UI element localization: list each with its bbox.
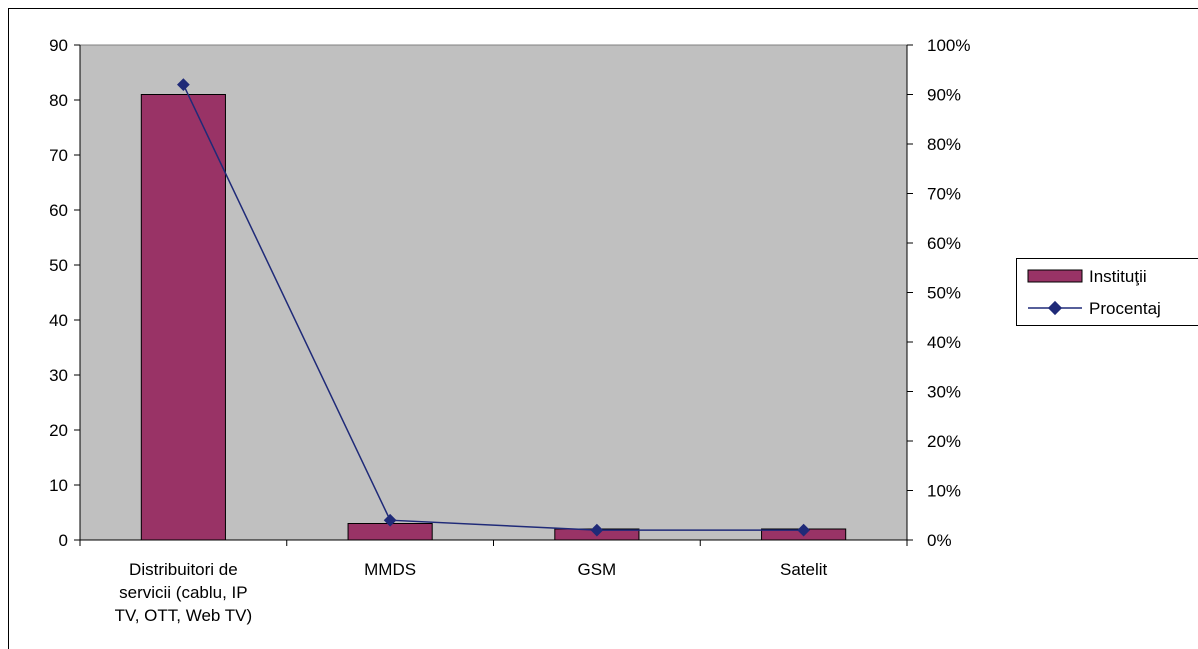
y-left-tick-label: 0 [59, 531, 68, 550]
y-right-tick-label: 100% [927, 36, 970, 55]
y-right-tick-label: 30% [927, 383, 961, 402]
x-tick-label: servicii (cablu, IP [119, 583, 247, 602]
line-point [177, 78, 190, 91]
y-right-tick-label: 10% [927, 482, 961, 501]
y-left-tick-label: 60 [49, 201, 68, 220]
legend: Instituţii Procentaj [1016, 258, 1198, 326]
y-left-tick-label: 40 [49, 311, 68, 330]
x-tick-label: TV, OTT, Web TV) [115, 606, 253, 625]
y-right-tick-label: 90% [927, 86, 961, 105]
y-left-tick-label: 30 [49, 366, 68, 385]
y-right-tick-label: 70% [927, 185, 961, 204]
x-tick-label: Satelit [780, 560, 828, 579]
y-right-tick-label: 40% [927, 333, 961, 352]
series-line-procentaj [182, 84, 804, 531]
y-left-tick-label: 50 [49, 256, 68, 275]
legend-label-institutii: Instituţii [1089, 267, 1147, 286]
x-tick-label: Distribuitori de [129, 560, 238, 579]
axes-layer: 0 10 20 30 40 50 60 70 80 90 0% 10% 20% 30% 40% 50% 60% 7… [49, 36, 970, 625]
legend-marker-procentaj [1047, 300, 1063, 316]
y-right-tick-label: 20% [927, 432, 961, 451]
y-left-tick-label: 70 [49, 146, 68, 165]
legend-label-procentaj: Procentaj [1089, 299, 1161, 318]
y-left-tick-label: 20 [49, 421, 68, 440]
y-right-tick-label: 50% [927, 284, 961, 303]
x-tick-label: GSM [578, 560, 617, 579]
y-left-tick-label: 80 [49, 91, 68, 110]
bar [140, 94, 226, 541]
y-left-tick-label: 90 [49, 36, 68, 55]
y-left-tick-label: 10 [49, 476, 68, 495]
chart-area-border [8, 8, 1198, 649]
y-right-tick-label: 0% [927, 531, 952, 550]
legend-swatch-institutii [1027, 269, 1083, 283]
y-right-tick-label: 60% [927, 234, 961, 253]
x-tick-label: MMDS [364, 560, 416, 579]
y-right-tick-label: 80% [927, 135, 961, 154]
